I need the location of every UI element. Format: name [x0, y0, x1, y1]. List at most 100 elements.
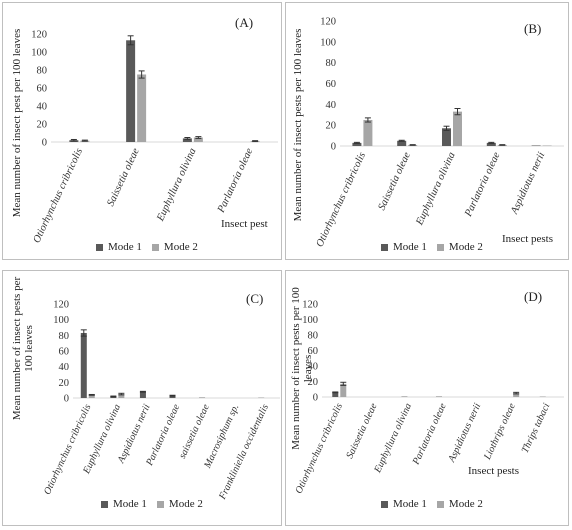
chart-a-plot: 0 20 40 60 80 100 120 Otiorhynchus cribricolis S…: [31, 30, 278, 245]
chart-panel-a: 0 20 40 60 80 100 120 Otiorhynchus cribricolis S…: [2, 2, 282, 260]
legend-c: Mode 1 Mode 2: [101, 498, 213, 510]
y-tick-label: 80: [326, 58, 337, 69]
panel-label-d: (D): [524, 289, 543, 304]
panel-label-a: (A): [235, 15, 254, 30]
legend-a: Mode 1 Mode 2: [96, 241, 208, 253]
legend-item-mode2: Mode 2: [436, 498, 483, 510]
bar-mode1: [531, 145, 541, 146]
y-tick-label: 40: [308, 362, 319, 373]
bar-mode1: [352, 142, 362, 146]
bar-mode1: [442, 128, 451, 146]
bar-mode2: [542, 145, 552, 146]
bar-mode2: [137, 74, 147, 142]
legend-label-mode1: Mode 1: [393, 241, 427, 253]
legend-label-mode2: Mode 2: [163, 241, 198, 253]
y-tick-label: 120: [53, 300, 69, 311]
y-tick-label: 0: [331, 142, 336, 153]
legend-label-mode1: Mode 1: [108, 241, 142, 253]
category-label: Otiorhynchus cribricolis: [31, 147, 85, 245]
panel-label-c: (C): [246, 291, 264, 306]
bar-mode1: [332, 392, 339, 397]
legend-item-mode2: Mode 2: [436, 241, 483, 253]
y-tick-label: 20: [59, 378, 70, 389]
category-label: Parlatoria oleae: [410, 401, 449, 467]
bar-mode2: [453, 111, 462, 146]
y-tick-label: 100: [53, 315, 69, 326]
y-tick-label: 20: [37, 120, 48, 131]
y-axis-label-d: Mean number of insect pests per 100 leav…: [290, 287, 314, 450]
y-tick-label: 100: [302, 315, 318, 326]
category-label: Euphyllura olivina: [372, 402, 414, 476]
x-axis-title-a: Insect pest: [221, 218, 268, 230]
y-tick-label: 100: [31, 48, 47, 59]
y-tick-label: 40: [59, 362, 70, 373]
category-label: Parlatoria oleae: [463, 150, 503, 219]
y-axis-label-b: Mean number of insect pests per 100 leav…: [292, 28, 304, 222]
legend-label-mode2: Mode 2: [448, 241, 483, 253]
category-label: Thrips tabaci: [520, 401, 553, 454]
y-tick-label: 60: [59, 347, 70, 358]
category-label: Euphyllura olivina: [414, 151, 458, 228]
bar-mode2: [193, 137, 203, 142]
legend-label-mode1: Mode 1: [113, 498, 147, 510]
bar-mode1: [397, 140, 407, 146]
y-tick-label: 40: [37, 102, 48, 113]
y-tick-label: 0: [42, 138, 47, 149]
y-tick-label: 60: [326, 79, 337, 90]
y-tick-label: 60: [308, 346, 319, 357]
legend-item-mode2: Mode 2: [151, 241, 198, 253]
legend-item-mode1: Mode 1: [381, 498, 427, 510]
y-tick-label: 40: [326, 100, 337, 111]
x-axis-title-d: Insect pests: [468, 465, 520, 477]
y-tick-label: 120: [31, 30, 47, 41]
y-tick-label: 20: [308, 377, 319, 388]
category-label: Saissetia oleae: [344, 401, 379, 460]
bar-mode1: [126, 40, 136, 142]
bar-mode2: [118, 394, 125, 398]
y-tick-label: 0: [313, 393, 318, 404]
bar-mode2: [363, 119, 373, 146]
bar-mode1: [139, 391, 146, 398]
panel-label-b: (B): [524, 21, 542, 36]
category-label: Parlatoria oleae: [215, 146, 255, 215]
y-tick-label: 80: [308, 331, 319, 342]
y-tick-label: 120: [320, 17, 336, 28]
legend-item-mode1: Mode 1: [96, 241, 142, 253]
category-label: Saissetia oleae: [105, 146, 142, 208]
chart-b-plot: 0 20 40 60 80 100 120 Otiorhynchus cribricolis S…: [314, 17, 564, 249]
y-tick-label: 80: [59, 331, 70, 342]
category-label: Aspidiotus nerii: [509, 151, 548, 217]
y-tick-label: 20: [326, 121, 337, 132]
y-tick-label: 100: [320, 37, 336, 48]
legend-item-mode2: Mode 2: [156, 498, 203, 510]
legend-item-mode1: Mode 1: [101, 498, 147, 510]
x-axis-title-b: Insect pests: [502, 233, 554, 245]
chart-panel-d: 0 20 40 60 80 100 120 Otiorhynchus cribricolis S…: [285, 270, 569, 526]
chart-panel-b: 0 20 40 60 80 100 120 Otiorhynchus cribricolis S…: [285, 2, 569, 260]
y-axis-label-a: Mean number of insect pest per 100 leave…: [11, 28, 23, 218]
y-tick-label: 60: [37, 84, 48, 95]
category-label: Otiorhynchus cribricolis: [314, 151, 368, 249]
category-label: Otiorhynchus cribricolis: [42, 403, 94, 497]
legend-b: Mode 1 Mode 2: [381, 241, 493, 253]
category-label: Liothrips oleae: [482, 401, 518, 462]
legend-item-mode1: Mode 1: [381, 241, 427, 253]
bar-mode1: [80, 332, 87, 398]
category-label: Saissetia oleae: [376, 150, 413, 212]
category-label: saissetia oleae: [177, 402, 212, 460]
legend-d: Mode 1 Mode 2: [381, 498, 493, 510]
y-tick-label: 0: [64, 394, 69, 405]
bar-mode2: [88, 394, 95, 398]
category-label: Euphyllura olivina: [155, 147, 199, 224]
bar-mode1: [169, 395, 176, 398]
legend-label-mode2: Mode 2: [448, 498, 483, 510]
bar-mode2: [340, 383, 347, 397]
y-tick-label: 120: [302, 300, 318, 311]
bar-mode1: [182, 138, 192, 142]
bar-mode1: [486, 142, 496, 146]
y-tick-label: 80: [37, 66, 48, 77]
y-axis-label-c: Mean number of insect pests per 100 leav…: [11, 276, 35, 421]
bar-mode2: [513, 393, 520, 397]
